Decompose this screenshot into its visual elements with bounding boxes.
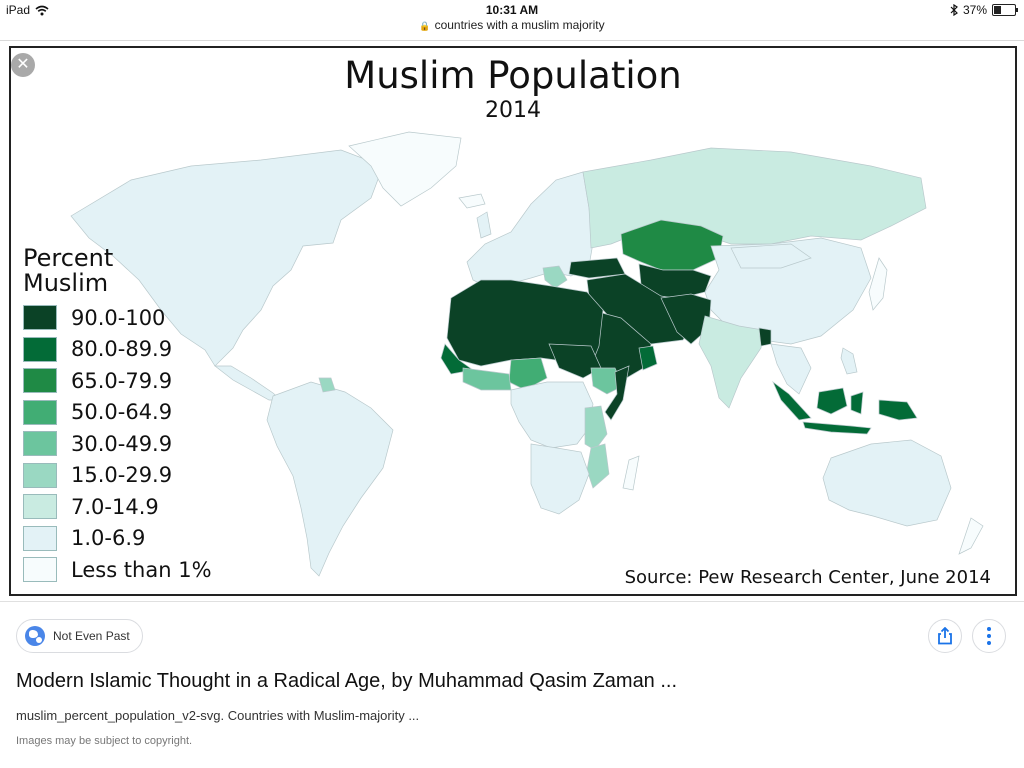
legend-row: 90.0-100 xyxy=(23,302,212,334)
japan xyxy=(868,257,888,311)
legend-title: Percent Muslim xyxy=(23,246,212,296)
indonesia-sulawesi xyxy=(850,391,864,415)
legend-swatch xyxy=(23,431,57,457)
more-vert-icon xyxy=(987,627,991,645)
wifi-icon xyxy=(35,5,49,15)
indonesia-borneo xyxy=(816,387,848,415)
globe-icon xyxy=(25,626,45,646)
legend-label: 7.0-14.9 xyxy=(71,494,159,519)
philippines xyxy=(840,347,858,375)
legend-row: 1.0-6.9 xyxy=(23,523,212,555)
lock-icon: 🔒 xyxy=(419,21,431,31)
legend-label: 65.0-79.9 xyxy=(71,368,173,393)
result-title[interactable]: Modern Islamic Thought in a Radical Age,… xyxy=(16,670,678,692)
greenland xyxy=(348,131,462,207)
status-bar: iPad 10:31 AM 37% xyxy=(0,0,1024,22)
battery-icon xyxy=(992,4,1018,16)
legend-row: 65.0-79.9 xyxy=(23,365,212,397)
legend: Percent Muslim 90.0-100 80.0-89.9 65.0-7… xyxy=(23,246,212,586)
new-guinea xyxy=(878,399,918,421)
legend-swatch xyxy=(23,494,57,520)
legend-label: Less than 1% xyxy=(71,557,212,582)
balkans xyxy=(542,265,568,289)
legend-title-line2: Muslim xyxy=(23,269,109,297)
legend-label: 80.0-89.9 xyxy=(71,337,173,362)
southern-africa xyxy=(530,443,590,515)
legend-label: 1.0-6.9 xyxy=(71,526,146,551)
legend-label: 50.0-64.9 xyxy=(71,400,173,425)
legend-swatch xyxy=(23,399,57,425)
battery-fill xyxy=(994,6,1001,14)
device-label: iPad xyxy=(6,3,31,17)
site-name: Not Even Past xyxy=(53,629,130,643)
legend-swatch xyxy=(23,368,57,394)
turkey xyxy=(568,257,626,279)
india xyxy=(698,315,764,409)
australia xyxy=(822,439,952,527)
legend-row: Less than 1% xyxy=(23,554,212,586)
toolbar-divider xyxy=(0,40,1024,41)
legend-swatch xyxy=(23,462,57,488)
mongolia xyxy=(730,243,812,269)
section-divider xyxy=(0,601,1024,602)
madagascar xyxy=(622,455,640,491)
close-button[interactable]: ✕ xyxy=(11,53,35,77)
status-right: 37% xyxy=(950,3,1018,17)
mozambique xyxy=(586,443,610,489)
legend-label: 15.0-29.9 xyxy=(71,463,173,488)
map-subtitle: 2014 xyxy=(485,98,541,123)
legend-label: 30.0-49.9 xyxy=(71,431,173,456)
legend-row: 50.0-64.9 xyxy=(23,397,212,429)
new-zealand xyxy=(958,517,984,555)
clock: 10:31 AM xyxy=(485,3,539,17)
kazakhstan xyxy=(620,219,724,271)
guinea-coast xyxy=(462,367,512,391)
legend-title-line1: Percent xyxy=(23,244,114,272)
malaysia xyxy=(772,380,812,421)
legend-row: 7.0-14.9 xyxy=(23,491,212,523)
url-bar[interactable]: 🔒 countries with a muslim majority xyxy=(0,18,1024,40)
url-text: countries with a muslim majority xyxy=(434,18,605,32)
share-icon xyxy=(938,627,952,645)
suriname xyxy=(318,377,336,393)
oman xyxy=(638,345,658,371)
central-africa xyxy=(510,381,594,449)
image-viewer: ✕ Muslim Population 2014 Percent Muslim … xyxy=(9,46,1017,596)
legend-swatch xyxy=(23,525,57,551)
legend-row: 30.0-49.9 xyxy=(23,428,212,460)
legend-swatch xyxy=(23,305,57,331)
bangladesh xyxy=(758,327,772,347)
somalia xyxy=(604,365,630,421)
more-options-button[interactable] xyxy=(972,619,1006,653)
copyright-note: Images may be subject to copyright. xyxy=(16,735,193,747)
bluetooth-icon xyxy=(950,4,958,16)
legend-swatch xyxy=(23,557,57,583)
south-america xyxy=(266,381,394,577)
indonesia-java xyxy=(802,421,872,435)
status-left: iPad xyxy=(6,3,49,17)
north-america xyxy=(70,149,384,367)
west-africa xyxy=(440,343,474,375)
tanzania xyxy=(584,405,608,451)
iceland xyxy=(458,193,486,209)
share-button[interactable] xyxy=(928,619,962,653)
world-map xyxy=(70,131,984,577)
map-title: Muslim Population xyxy=(344,54,682,97)
source-note: Source: Pew Research Center, June 2014 xyxy=(624,567,991,588)
legend-row: 80.0-89.9 xyxy=(23,334,212,366)
result-description: muslim_percent_population_v2-svg. Countr… xyxy=(16,708,420,723)
site-chip[interactable]: Not Even Past xyxy=(16,619,143,653)
legend-row: 15.0-29.9 xyxy=(23,460,212,492)
legend-swatch xyxy=(23,336,57,362)
central-america xyxy=(213,365,282,401)
legend-label: 90.0-100 xyxy=(71,305,166,330)
southeast-asia xyxy=(770,343,812,395)
battery-percent: 37% xyxy=(962,3,987,17)
uk xyxy=(476,211,492,239)
